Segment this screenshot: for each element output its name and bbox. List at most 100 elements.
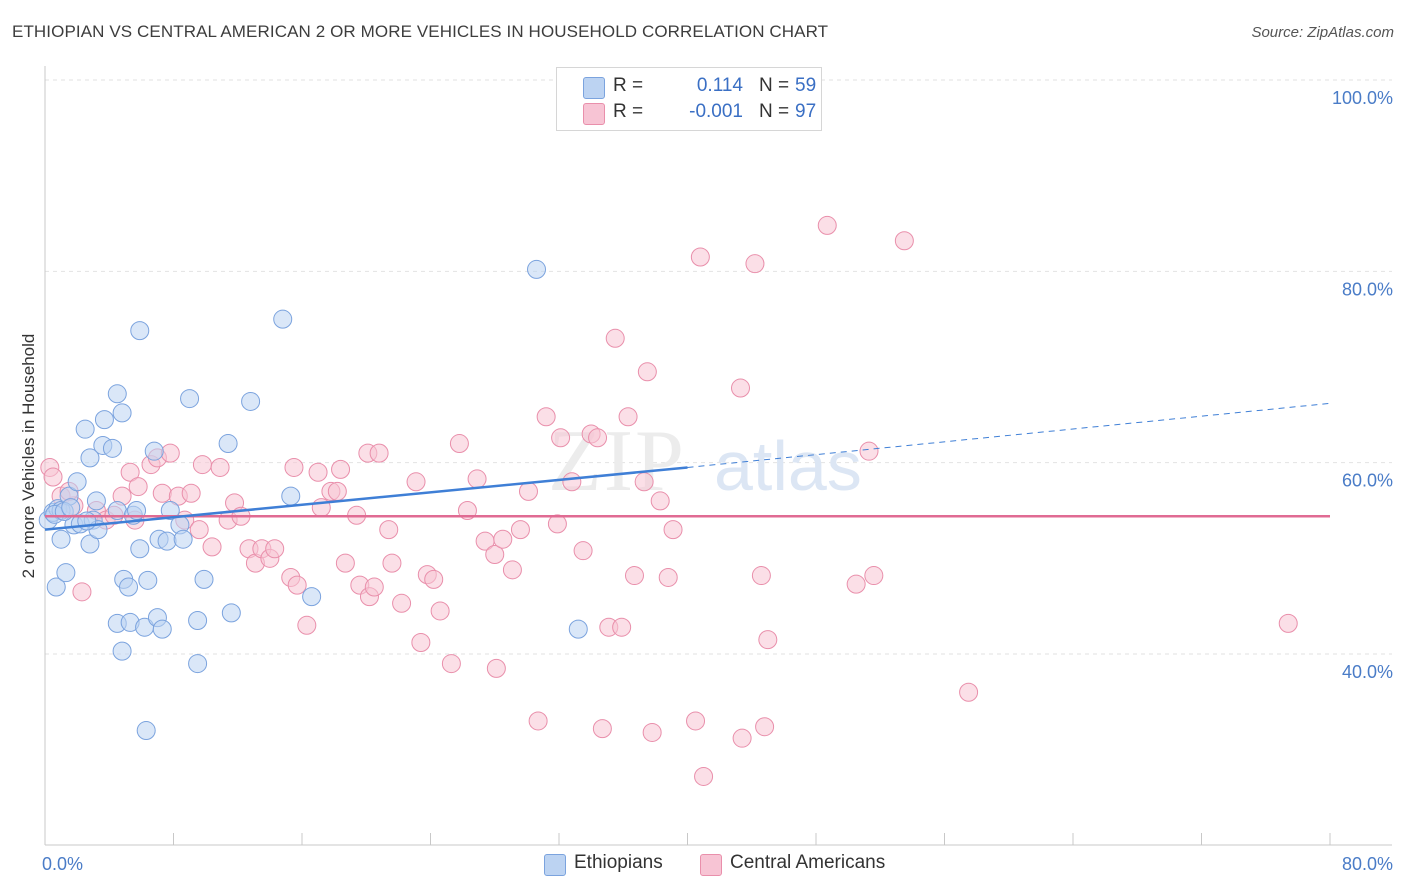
- central-americans-point: [637, 362, 657, 382]
- central-americans-point: [510, 520, 530, 540]
- central-americans-point: [650, 491, 670, 511]
- central-americans-point: [210, 457, 230, 477]
- central-americans-point: [551, 428, 571, 448]
- x-tick-labels: 0.0% 80.0%: [42, 854, 1393, 874]
- central-americans-point: [690, 247, 710, 267]
- central-americans-point: [265, 539, 285, 559]
- central-americans-point: [658, 567, 678, 587]
- central-americans-point: [382, 553, 402, 573]
- ethiopians-trend-extension: [687, 402, 1331, 468]
- y-tick-label: 60.0%: [1342, 471, 1393, 491]
- ethiopians-point: [138, 570, 158, 590]
- r-label: R =: [613, 101, 644, 122]
- central-americans-point: [72, 582, 92, 602]
- central-americans-point: [694, 766, 714, 786]
- ethiopians-point: [56, 563, 76, 583]
- r-label: R =: [613, 75, 644, 96]
- ethiopians-point: [119, 577, 139, 597]
- central-americans-point: [486, 658, 506, 678]
- central-americans-point: [894, 231, 914, 251]
- central-americans-point: [605, 328, 625, 348]
- ethiopians-point: [281, 486, 301, 506]
- y-tick-label: 80.0%: [1342, 279, 1393, 299]
- ethiopians-point: [173, 529, 193, 549]
- central-americans-point: [642, 722, 662, 742]
- chart-title: ETHIOPIAN VS CENTRAL AMERICAN 2 OR MORE …: [12, 22, 829, 41]
- n-label: N =: [759, 101, 790, 122]
- ethiopians-point: [180, 389, 200, 409]
- ethiopians-point: [75, 419, 95, 439]
- central-americans-point: [485, 545, 505, 565]
- ethiopians-trend-line: [44, 466, 688, 531]
- central-americans-point: [663, 520, 683, 540]
- central-americans-point: [612, 617, 632, 637]
- ethiopians-point: [94, 410, 114, 430]
- ethiopians-point: [112, 641, 132, 661]
- svg-text:atlas: atlas: [714, 427, 862, 505]
- central-americans-point: [686, 711, 706, 731]
- central-americans-point: [369, 443, 389, 463]
- central-americans-swatch: [583, 103, 605, 125]
- central-americans-point: [467, 469, 487, 489]
- central-americans-point: [573, 541, 593, 561]
- trend-lines: [44, 402, 1331, 531]
- central-americans-point: [308, 462, 328, 482]
- r-value: 0.114: [696, 75, 743, 96]
- y-tick-label: 40.0%: [1342, 662, 1393, 682]
- central-americans-point: [592, 719, 612, 739]
- central-americans-point: [43, 467, 63, 487]
- central-americans-point: [618, 407, 638, 427]
- central-americans-point: [181, 483, 201, 503]
- r-value: -0.001: [689, 101, 743, 122]
- central-americans-point: [959, 682, 979, 702]
- central-americans-point: [189, 520, 209, 540]
- x-tick-label: 0.0%: [42, 854, 83, 874]
- y-axis-label: 2 or more Vehicles in Household: [19, 334, 38, 579]
- central-americans-point: [331, 459, 351, 479]
- central-americans-point: [364, 577, 384, 597]
- central-americans-point: [493, 529, 513, 549]
- central-americans-point: [379, 520, 399, 540]
- central-americans-point: [624, 566, 644, 586]
- n-value: 97: [795, 101, 817, 122]
- central-americans-point: [731, 378, 751, 398]
- central-americans-point: [160, 443, 180, 463]
- n-label: N =: [759, 75, 790, 96]
- central-americans-point: [1278, 613, 1298, 633]
- central-americans-point: [284, 457, 304, 477]
- central-americans-point: [297, 615, 317, 635]
- ethiopians-swatch: [544, 854, 566, 876]
- ethiopians-point: [218, 434, 238, 454]
- central-americans-point: [192, 455, 212, 475]
- x-tick-label: 80.0%: [1342, 854, 1393, 874]
- ethiopians-point: [80, 534, 100, 554]
- central-americans-point: [588, 428, 608, 448]
- central-americans-point: [411, 633, 431, 653]
- central-americans-point: [128, 477, 148, 497]
- ethiopians-point: [302, 587, 322, 607]
- central-americans-point: [518, 481, 538, 501]
- central-americans-point: [335, 553, 355, 573]
- central-americans-point: [424, 569, 444, 589]
- ethiopians-point: [51, 529, 71, 549]
- central-americans-points: [40, 215, 1298, 786]
- central-americans-point: [547, 514, 567, 534]
- y-tick-labels: 40.0% 60.0% 80.0% 100.0%: [1332, 88, 1393, 682]
- central-americans-point: [449, 434, 469, 454]
- ethiopians-point: [188, 654, 208, 674]
- ethiopians-point: [221, 603, 241, 623]
- ethiopians-point: [130, 321, 150, 341]
- ethiopians-point: [152, 619, 172, 639]
- central-americans-point: [536, 407, 556, 427]
- ethiopians-point: [241, 391, 261, 411]
- series-legend: Ethiopians Central Americans: [0, 851, 1406, 879]
- y-tick-label: 100.0%: [1332, 88, 1393, 108]
- ethiopians-point: [144, 441, 164, 461]
- grid-lines: [45, 79, 1392, 655]
- ethiopians-point: [86, 491, 106, 511]
- central-americans-point: [745, 254, 765, 274]
- central-americans-point: [430, 601, 450, 621]
- ethiopians-point: [107, 384, 127, 404]
- ethiopians-point: [273, 309, 293, 329]
- central-americans-point: [817, 215, 837, 235]
